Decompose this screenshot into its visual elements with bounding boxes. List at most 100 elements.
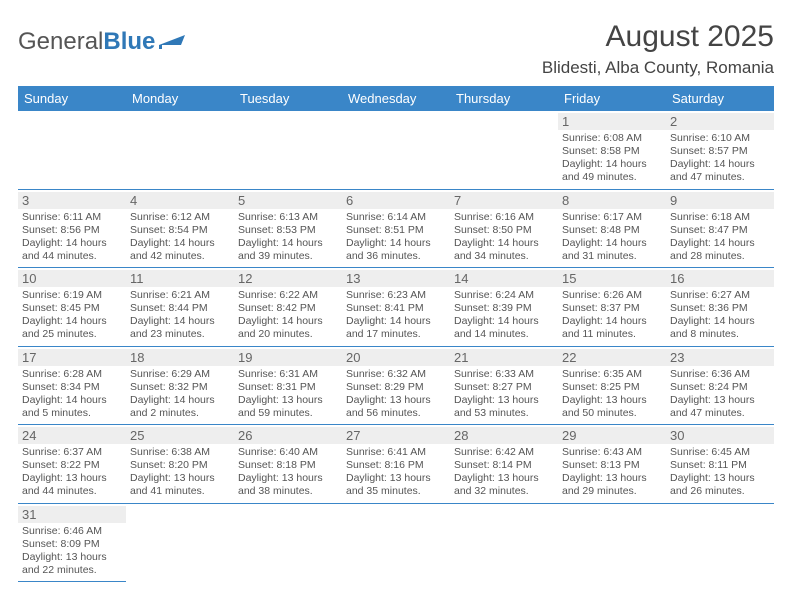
day-info-line: Daylight: 13 hours bbox=[22, 551, 122, 564]
calendar-day: 6Sunrise: 6:14 AMSunset: 8:51 PMDaylight… bbox=[342, 189, 450, 268]
calendar-empty bbox=[450, 111, 558, 189]
day-info-line: Sunrise: 6:31 AM bbox=[238, 368, 338, 381]
day-number: 6 bbox=[342, 192, 450, 209]
day-info-line: Sunset: 8:31 PM bbox=[238, 381, 338, 394]
day-info-line: Sunrise: 6:28 AM bbox=[22, 368, 122, 381]
calendar-day: 14Sunrise: 6:24 AMSunset: 8:39 PMDayligh… bbox=[450, 268, 558, 347]
calendar-empty bbox=[666, 503, 774, 582]
day-number: 22 bbox=[558, 349, 666, 366]
day-info-line: Sunset: 8:27 PM bbox=[454, 381, 554, 394]
day-info-line: Sunrise: 6:14 AM bbox=[346, 211, 446, 224]
day-number: 17 bbox=[18, 349, 126, 366]
day-info-line: Daylight: 14 hours bbox=[22, 394, 122, 407]
day-info-line: Daylight: 14 hours bbox=[238, 315, 338, 328]
day-info-line: and 53 minutes. bbox=[454, 407, 554, 420]
day-number: 8 bbox=[558, 192, 666, 209]
day-info-line: Daylight: 13 hours bbox=[22, 472, 122, 485]
day-info-line: and 35 minutes. bbox=[346, 485, 446, 498]
calendar-day: 11Sunrise: 6:21 AMSunset: 8:44 PMDayligh… bbox=[126, 268, 234, 347]
day-info-line: Sunrise: 6:41 AM bbox=[346, 446, 446, 459]
day-info-line: Sunset: 8:14 PM bbox=[454, 459, 554, 472]
day-info-line: and 34 minutes. bbox=[454, 250, 554, 263]
calendar-empty bbox=[126, 503, 234, 582]
day-number: 18 bbox=[126, 349, 234, 366]
day-info-line: and 41 minutes. bbox=[130, 485, 230, 498]
day-info-line: Sunset: 8:18 PM bbox=[238, 459, 338, 472]
calendar-day: 18 Sunrise: 6:29 AMSunset: 8:32 PMDayligh… bbox=[126, 346, 234, 425]
day-info-line: and 38 minutes. bbox=[238, 485, 338, 498]
day-info-line: Daylight: 14 hours bbox=[238, 237, 338, 250]
day-info-line: and 25 minutes. bbox=[22, 328, 122, 341]
day-info-line: Sunset: 8:54 PM bbox=[130, 224, 230, 237]
calendar-empty bbox=[450, 503, 558, 582]
day-info-line: and 5 minutes. bbox=[22, 407, 122, 420]
day-header: Thursday bbox=[450, 86, 558, 111]
day-number: 3 bbox=[18, 192, 126, 209]
calendar-day: 3Sunrise: 6:11 AMSunset: 8:56 PMDaylight… bbox=[18, 189, 126, 268]
day-info-line: Sunset: 8:24 PM bbox=[670, 381, 770, 394]
day-info-line: Daylight: 14 hours bbox=[130, 394, 230, 407]
day-info-line: Sunrise: 6:40 AM bbox=[238, 446, 338, 459]
day-info-line: Daylight: 13 hours bbox=[130, 472, 230, 485]
day-number: 24 bbox=[18, 427, 126, 444]
calendar-day: 22Sunrise: 6:35 AMSunset: 8:25 PMDayligh… bbox=[558, 346, 666, 425]
day-header: Tuesday bbox=[234, 86, 342, 111]
calendar-empty bbox=[558, 503, 666, 582]
day-info-line: and 22 minutes. bbox=[22, 564, 122, 577]
day-info-line: Sunrise: 6:29 AM bbox=[130, 368, 230, 381]
day-number: 19 bbox=[234, 349, 342, 366]
day-info-line: Sunrise: 6:21 AM bbox=[130, 289, 230, 302]
calendar-day: 30Sunrise: 6:45 AMSunset: 8:11 PMDayligh… bbox=[666, 425, 774, 504]
day-info-line: Sunset: 8:13 PM bbox=[562, 459, 662, 472]
day-number: 2 bbox=[666, 113, 774, 130]
day-number: 29 bbox=[558, 427, 666, 444]
calendar-day: 9Sunrise: 6:18 AMSunset: 8:47 PMDaylight… bbox=[666, 189, 774, 268]
calendar-empty bbox=[234, 111, 342, 189]
day-info-line: and 23 minutes. bbox=[130, 328, 230, 341]
day-info-line: Daylight: 14 hours bbox=[130, 237, 230, 250]
calendar-day: 26Sunrise: 6:40 AMSunset: 8:18 PMDayligh… bbox=[234, 425, 342, 504]
day-info-line: Sunrise: 6:22 AM bbox=[238, 289, 338, 302]
day-info-line: and 28 minutes. bbox=[670, 250, 770, 263]
calendar-day: 10Sunrise: 6:19 AMSunset: 8:45 PMDayligh… bbox=[18, 268, 126, 347]
day-info-line: Sunset: 8:42 PM bbox=[238, 302, 338, 315]
day-number: 27 bbox=[342, 427, 450, 444]
day-info-line: and 44 minutes. bbox=[22, 250, 122, 263]
calendar-empty bbox=[234, 503, 342, 582]
day-info-line: Daylight: 13 hours bbox=[670, 472, 770, 485]
day-info-line: and 32 minutes. bbox=[454, 485, 554, 498]
day-number: 1 bbox=[558, 113, 666, 130]
day-header: Wednesday bbox=[342, 86, 450, 111]
calendar-day: 29Sunrise: 6:43 AMSunset: 8:13 PMDayligh… bbox=[558, 425, 666, 504]
calendar-day: 15Sunrise: 6:26 AMSunset: 8:37 PMDayligh… bbox=[558, 268, 666, 347]
day-info-line: Sunrise: 6:24 AM bbox=[454, 289, 554, 302]
day-info-line: Daylight: 14 hours bbox=[562, 237, 662, 250]
calendar-empty bbox=[18, 111, 126, 189]
logo-text-general: General bbox=[18, 28, 103, 56]
header: GeneralBlue August 2025 Blidesti, Alba C… bbox=[18, 20, 774, 78]
day-info-line: Sunrise: 6:42 AM bbox=[454, 446, 554, 459]
day-number: 10 bbox=[18, 270, 126, 287]
day-info-line: Daylight: 14 hours bbox=[670, 158, 770, 171]
day-number: 28 bbox=[450, 427, 558, 444]
day-info-line: Daylight: 13 hours bbox=[454, 472, 554, 485]
logo-text-blue: Blue bbox=[103, 28, 155, 56]
day-info-line: Sunrise: 6:12 AM bbox=[130, 211, 230, 224]
calendar-empty bbox=[342, 503, 450, 582]
day-info-line: Daylight: 14 hours bbox=[670, 237, 770, 250]
day-info-line: Sunset: 8:32 PM bbox=[130, 381, 230, 394]
day-info-line: Sunset: 8:45 PM bbox=[22, 302, 122, 315]
day-info-line: and 44 minutes. bbox=[22, 485, 122, 498]
day-number: 20 bbox=[342, 349, 450, 366]
calendar-day: 1Sunrise: 6:08 AMSunset: 8:58 PMDaylight… bbox=[558, 111, 666, 189]
day-info-line: Sunset: 8:36 PM bbox=[670, 302, 770, 315]
day-info-line: Sunrise: 6:18 AM bbox=[670, 211, 770, 224]
day-info-line: Sunset: 8:58 PM bbox=[562, 145, 662, 158]
day-info-line: and 49 minutes. bbox=[562, 171, 662, 184]
day-info-line: Sunrise: 6:08 AM bbox=[562, 132, 662, 145]
day-number: 11 bbox=[126, 270, 234, 287]
day-number: 5 bbox=[234, 192, 342, 209]
day-info-line: Daylight: 13 hours bbox=[562, 394, 662, 407]
calendar-day: 31Sunrise: 6:46 AMSunset: 8:09 PMDayligh… bbox=[18, 503, 126, 582]
day-number: 26 bbox=[234, 427, 342, 444]
